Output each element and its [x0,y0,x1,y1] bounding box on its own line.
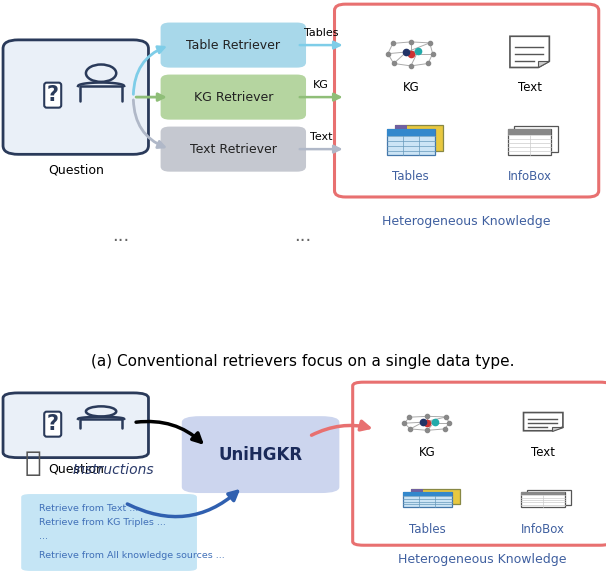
FancyBboxPatch shape [21,494,197,571]
Text: KG Retriever: KG Retriever [194,91,273,103]
Text: 🧍: 🧍 [24,449,41,477]
FancyBboxPatch shape [521,492,565,495]
Polygon shape [510,36,550,68]
FancyBboxPatch shape [508,129,551,155]
Text: KG: KG [419,446,436,460]
FancyBboxPatch shape [3,393,148,458]
FancyBboxPatch shape [521,492,565,507]
Text: ...: ... [295,227,311,245]
FancyBboxPatch shape [353,382,606,545]
Text: Text Retriever: Text Retriever [190,143,277,155]
FancyBboxPatch shape [161,127,306,172]
Text: KG: KG [402,81,419,94]
Polygon shape [538,61,550,68]
FancyBboxPatch shape [411,490,459,505]
FancyBboxPatch shape [182,416,339,493]
Text: Tables: Tables [393,170,429,183]
Text: ?: ? [47,414,59,434]
FancyBboxPatch shape [161,75,306,120]
Text: Tables: Tables [409,523,446,536]
Text: Retrieve from Text ...: Retrieve from Text ... [39,504,139,513]
FancyBboxPatch shape [387,129,435,155]
Text: InfoBox: InfoBox [521,523,565,536]
Text: Question: Question [48,462,104,475]
Polygon shape [552,427,563,431]
FancyBboxPatch shape [335,4,599,197]
Text: Table Retriever: Table Retriever [186,39,281,51]
FancyBboxPatch shape [387,129,435,136]
Text: Question: Question [48,164,104,176]
FancyBboxPatch shape [514,125,558,151]
Text: Text: Text [518,81,542,94]
Text: Heterogeneous Knowledge: Heterogeneous Knowledge [382,216,551,228]
FancyBboxPatch shape [411,490,423,492]
Text: Text: Text [310,132,333,142]
Text: (a) Conventional retrievers focus on a single data type.: (a) Conventional retrievers focus on a s… [92,354,514,369]
FancyBboxPatch shape [3,40,148,154]
Text: UniHGKR: UniHGKR [219,446,302,464]
FancyBboxPatch shape [395,124,407,130]
Text: Text: Text [531,446,555,460]
Text: Instructions: Instructions [73,463,155,477]
FancyBboxPatch shape [403,492,451,507]
Text: Tables: Tables [304,28,338,38]
Text: ?: ? [47,85,59,105]
Text: Heterogeneous Knowledge: Heterogeneous Knowledge [398,553,566,566]
FancyBboxPatch shape [527,490,571,505]
Text: Retrieve from All knowledge sources ...: Retrieve from All knowledge sources ... [39,551,225,560]
Text: InfoBox: InfoBox [508,170,551,183]
FancyBboxPatch shape [508,129,551,135]
Polygon shape [524,413,563,431]
Text: ...: ... [113,227,130,245]
FancyBboxPatch shape [403,492,451,496]
Text: Retrieve from KG Triples ...: Retrieve from KG Triples ... [39,518,166,527]
FancyBboxPatch shape [161,23,306,68]
Text: KG: KG [313,80,329,90]
Text: ...: ... [39,532,48,541]
FancyBboxPatch shape [395,124,443,150]
